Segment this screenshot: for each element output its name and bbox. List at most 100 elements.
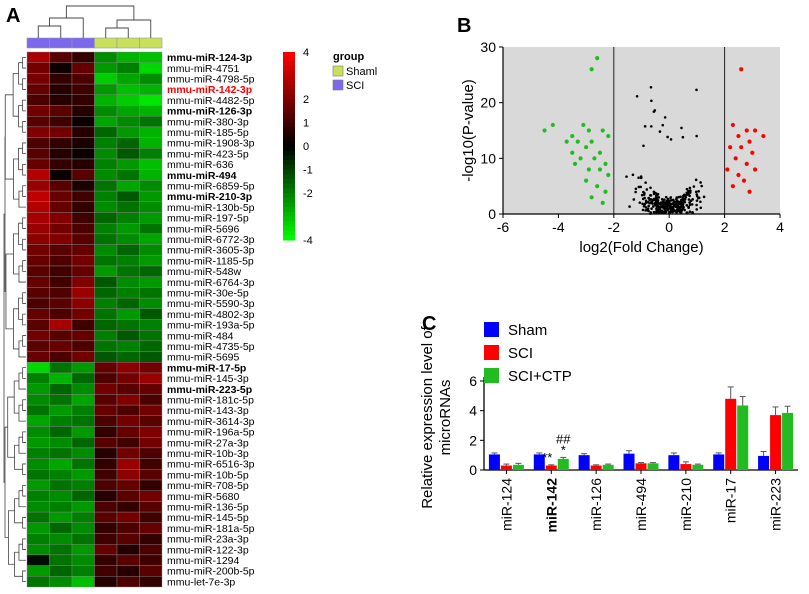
volcano-point-ns [694,190,698,194]
heatmap-cell [94,180,118,192]
heatmap-cell [49,330,73,342]
heatmap-cell [49,73,73,85]
heatmap-cell [94,51,118,63]
colorbar-segment [283,193,295,199]
heatmap-cell [116,351,140,363]
heatmap-cell [94,297,118,310]
row-label: mmu-miR-145-3p [167,373,249,385]
volcano-point-ns [699,181,702,184]
volcano-point-down [575,139,580,144]
heatmap-cell [139,426,163,438]
row-label: mmu-miR-5696 [167,223,240,235]
row-dendrogram-link [7,396,15,458]
group-legend-title: group [333,51,364,63]
significance-marker: ## [556,431,571,446]
heatmap-cell [26,255,50,267]
colorbar-segment [283,160,295,166]
volcano-point-ns [644,181,647,184]
row-label: mmu-miR-494 [167,170,237,182]
volcano-point-up [736,133,741,139]
heatmap-cell [139,458,163,470]
bar [578,455,590,470]
volcano-point-ns [695,134,698,138]
significance-marker: ** [542,450,552,465]
heatmap-cell [94,490,118,502]
volcano-point-ns [688,201,691,204]
heatmap-cell [71,565,95,577]
volcano-point-down [564,139,569,144]
row-label: mmu-miR-196a-5p [167,427,255,439]
heatmap-cell [49,458,73,470]
group-annotation-cell [71,37,95,49]
row-dendrogram-link [22,463,26,476]
row-dendrogram-link [22,570,26,583]
volcano-point-ns [663,198,666,201]
heatmap-cell [26,330,50,342]
row-dendrogram-link [13,380,19,414]
colorbar-segment [283,164,295,170]
volcano-point-ns [640,193,644,197]
volcano-point-ns [674,209,678,213]
heatmap-cell [116,94,140,106]
heatmap-cell [49,190,73,203]
row-label: mmu-miR-548w [167,266,242,278]
legend-swatch [484,368,499,383]
heatmap-cell [26,437,50,449]
heatmap-cell [116,319,140,331]
heatmap-cell [139,201,163,213]
heatmap-cell [71,415,95,427]
row-label: mmu-miR-6516-3p [167,459,255,471]
colorbar-segment [283,235,295,241]
colorbar-segment [283,155,295,161]
volcano-point-down [603,189,608,194]
volcano-point-up [741,178,747,183]
row-label: mmu-miR-136-5p [167,502,249,514]
heatmap-cell [139,265,163,277]
volcano-point-ns [679,195,682,199]
heatmap-cell [26,319,50,331]
heatmap-cell [71,372,95,384]
heatmap-cell [116,265,140,277]
heatmap-cell [139,490,163,502]
heatmap-cell [26,51,50,63]
heatmap-cell [116,244,140,256]
bar [602,464,614,470]
heatmap-cell [139,372,163,384]
colorbar-segment [283,202,295,208]
heatmap-cell [49,201,73,213]
heatmap-cell [49,394,73,406]
x-axis-label: log2(Fold Change) [579,239,703,256]
heatmap-cell [94,222,118,235]
volcano-point-ns [649,186,652,190]
heatmap-cell [94,115,118,128]
heatmap-cell [49,51,73,63]
heatmap-cell [94,511,118,523]
volcano-point-ns [642,204,646,207]
colorbar-segment [283,216,295,222]
colorbar-segment [283,197,295,203]
heatmap-cell [94,404,118,417]
heatmap-cell [139,351,163,363]
colorbar-segment [283,127,295,133]
row-dendrogram-link [8,510,15,565]
heatmap-cell [26,83,50,95]
heatmap-cell [116,287,140,299]
volcano-point-ns [651,198,654,202]
heatmap-cell [26,265,50,277]
colorbar-segment [283,89,295,95]
heatmap-cell [94,287,118,299]
volcano-point-up [750,150,755,155]
category-label: miR-17 [723,478,739,523]
volcano-point-ns [690,203,694,206]
volcano-point-ns [686,191,690,195]
heatmap-cell [139,554,163,566]
heatmap-cell [94,533,118,545]
heatmap-cell [116,479,140,491]
heatmap-cell [26,340,50,352]
heatmap-cell [139,469,163,481]
heatmap-cell [71,126,95,138]
heatmap-cell [71,330,95,342]
colorbar-segment [283,230,295,236]
volcano-point-ns [652,192,656,196]
volcano-point-up [733,156,738,161]
